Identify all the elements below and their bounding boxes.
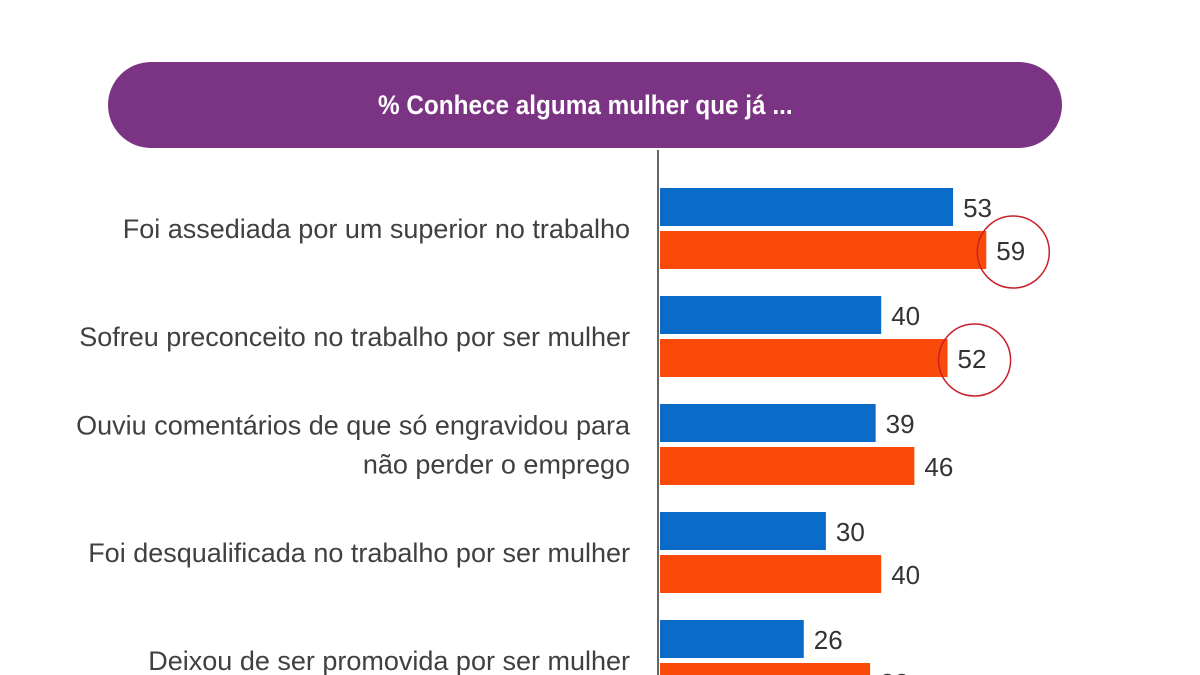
category-label: não perder o emprego — [363, 450, 630, 480]
highlight-circle — [976, 215, 1051, 289]
data-label: 38 — [880, 668, 909, 675]
data-label: 40 — [891, 301, 920, 331]
highlight-circle — [937, 323, 1012, 397]
data-label: 30 — [836, 517, 865, 547]
data-label: 26 — [814, 625, 843, 655]
bar — [660, 447, 915, 485]
data-label: 39 — [886, 409, 915, 439]
category-label: Foi assediada por um superior no trabalh… — [123, 214, 630, 244]
category-label: Foi desqualificada no trabalho por ser m… — [88, 538, 630, 568]
bar — [660, 663, 871, 675]
chart-title-banner: % Conhece alguma mulher que já ... — [108, 62, 1062, 148]
bar — [660, 512, 826, 550]
category-label: Deixou de ser promovida por ser mulher — [148, 646, 630, 675]
bar — [660, 188, 954, 226]
bar — [660, 620, 804, 658]
bar — [660, 555, 882, 593]
category-label: Sofreu preconceito no trabalho por ser m… — [79, 322, 630, 352]
bar — [660, 404, 876, 442]
chart-title: % Conhece alguma mulher que já ... — [377, 89, 793, 120]
bar — [660, 296, 882, 334]
bar — [660, 231, 987, 269]
bar — [660, 339, 948, 377]
data-label: 59 — [996, 236, 1025, 266]
data-label: 40 — [891, 560, 920, 590]
data-label: 53 — [963, 193, 992, 223]
data-label: 46 — [924, 452, 953, 482]
category-label: Ouviu comentários de que só engravidou p… — [76, 411, 631, 441]
data-label: 52 — [958, 344, 987, 374]
